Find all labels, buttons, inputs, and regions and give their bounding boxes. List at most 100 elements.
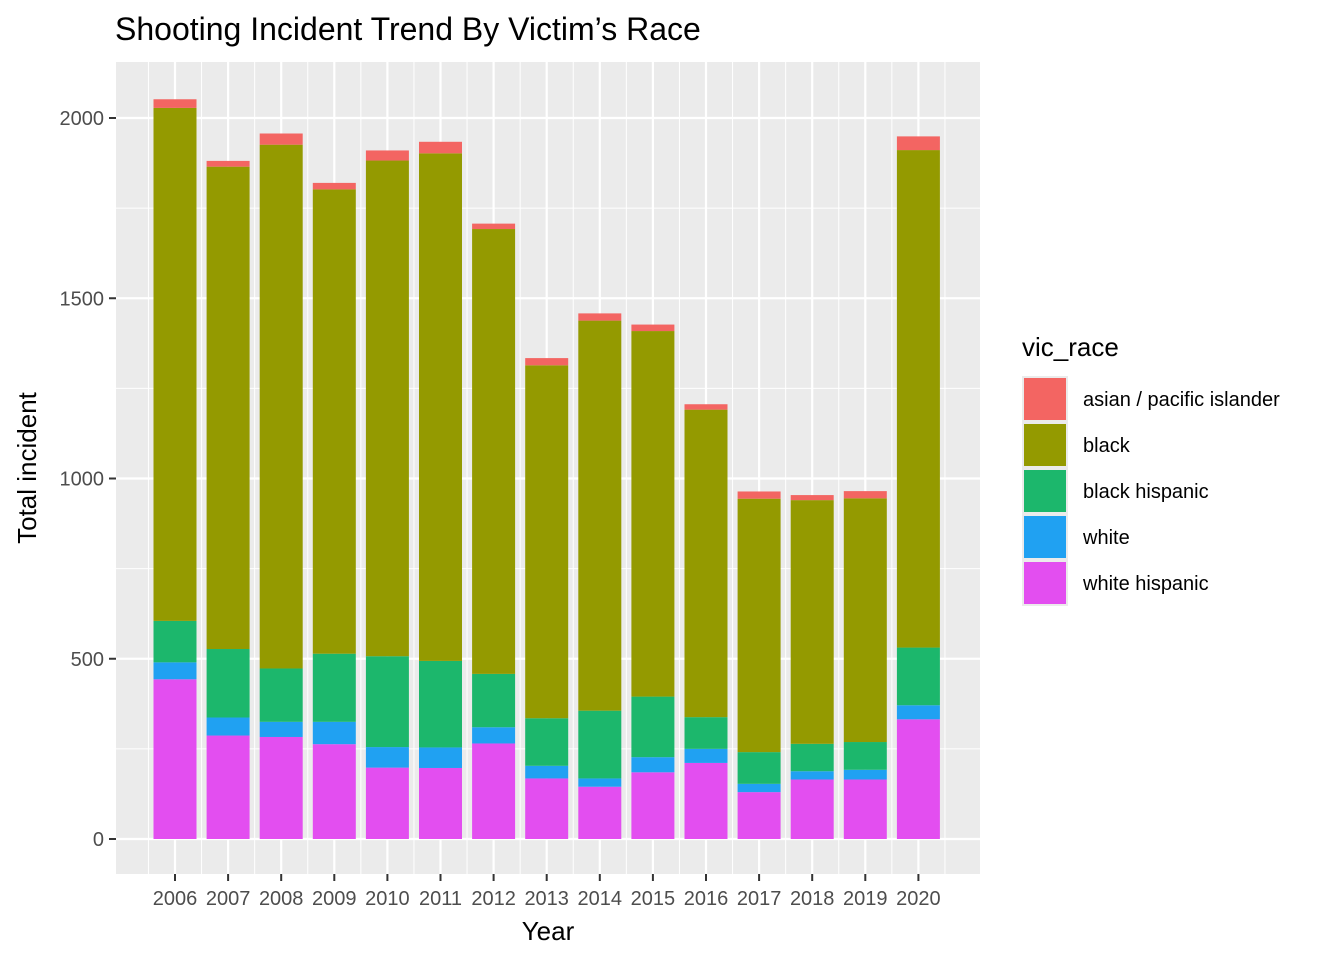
legend-swatch <box>1024 516 1066 558</box>
legend-label: black <box>1083 435 1131 457</box>
bar-segment-2012-white-hispanic <box>472 743 516 839</box>
bar-segment-2017-white-hispanic <box>737 792 781 839</box>
bar-segment-2013-white <box>525 765 569 779</box>
bar-segment-2016-asian-pacific-islander <box>684 404 728 410</box>
bar-segment-2006-black <box>153 107 197 621</box>
legend-label: black hispanic <box>1083 481 1209 503</box>
bar-segment-2015-white <box>631 757 675 773</box>
bar-segment-2011-black <box>419 153 462 661</box>
y-tick-label: 500 <box>71 649 104 671</box>
bar-segment-2009-black <box>312 189 356 654</box>
x-tick-label: 2014 <box>578 888 623 910</box>
bar-segment-2007-asian-pacific-islander <box>206 160 250 167</box>
bar-segment-2011-white <box>419 747 462 768</box>
bar-segment-2007-black <box>206 166 250 650</box>
y-tick-label: 1000 <box>60 469 105 491</box>
bar-segment-2019-black <box>843 498 887 743</box>
bar-segment-2008-asian-pacific-islander <box>259 133 303 145</box>
bar-segment-2011-asian-pacific-islander <box>419 141 462 154</box>
bar-segment-2014-white-hispanic <box>578 786 622 839</box>
bar-segment-2017-asian-pacific-islander <box>737 491 781 499</box>
bar-segment-2014-black-hispanic <box>578 710 622 779</box>
bar-segment-2007-white-hispanic <box>206 735 250 839</box>
bar-segment-2015-black <box>631 331 675 697</box>
legend-items: asian / pacific islander black black hispa… <box>1022 376 1280 606</box>
bar-segment-2020-white-hispanic <box>896 719 940 839</box>
x-tick-label: 2011 <box>419 888 462 910</box>
bar-segment-2012-black-hispanic <box>472 673 516 728</box>
x-tick-label: 2007 <box>206 888 251 910</box>
bar-segment-2012-asian-pacific-islander <box>472 223 516 230</box>
x-tick-label: 2016 <box>684 888 729 910</box>
bar-segment-2016-black-hispanic <box>684 717 728 749</box>
bar-segment-2011-black-hispanic <box>419 660 462 748</box>
bar-segment-2018-black-hispanic <box>790 743 834 772</box>
bar-segment-2007-white <box>206 717 250 736</box>
x-tick-label: 2006 <box>153 888 198 910</box>
y-axis-title: Total incident <box>12 391 42 544</box>
bars <box>153 99 940 839</box>
bar-segment-2008-white <box>259 721 303 737</box>
bar-segment-2007-black-hispanic <box>206 649 250 718</box>
bar-segment-2014-black <box>578 320 622 711</box>
bar-segment-2015-white-hispanic <box>631 772 675 839</box>
y-tick-label: 0 <box>93 829 104 851</box>
y-axis: 0 500 1000 1500 2000 <box>60 108 116 851</box>
bar-segment-2019-asian-pacific-islander <box>843 491 887 499</box>
x-tick-label: 2008 <box>259 888 304 910</box>
bar-segment-2019-black-hispanic <box>843 742 887 770</box>
x-tick-label: 2018 <box>790 888 835 910</box>
x-axis: 2006 2007 2008 2009 2010 2011 2012 2013 2014 2015… <box>153 874 941 910</box>
bar-segment-2011-white-hispanic <box>419 767 462 839</box>
bar-segment-2006-white <box>153 662 197 680</box>
x-axis-title: Year <box>522 916 575 946</box>
bar-segment-2016-white-hispanic <box>684 762 728 839</box>
bar-segment-2020-black <box>896 150 940 648</box>
bar-segment-2020-white <box>896 705 940 720</box>
bar-segment-2012-white <box>472 727 516 744</box>
bar-segment-2009-white-hispanic <box>312 744 356 839</box>
bar-segment-2008-white-hispanic <box>259 736 303 839</box>
y-tick-label: 2000 <box>60 108 105 130</box>
legend-swatch <box>1024 470 1066 512</box>
bar-segment-2013-black-hispanic <box>525 718 569 766</box>
legend: vic_race asian / pacific islander black bl… <box>1022 332 1280 606</box>
bar-segment-2018-white <box>790 771 834 780</box>
bar-segment-2020-asian-pacific-islander <box>896 136 940 151</box>
legend-swatch <box>1024 424 1066 466</box>
x-tick-label: 2015 <box>631 888 676 910</box>
bar-segment-2010-white-hispanic <box>365 767 409 839</box>
bar-segment-2017-black-hispanic <box>737 752 781 784</box>
legend-swatch <box>1024 378 1066 420</box>
x-tick-label: 2012 <box>471 888 516 910</box>
legend-title: vic_race <box>1022 332 1119 362</box>
bar-segment-2018-black <box>790 500 834 744</box>
bar-segment-2016-black <box>684 409 728 718</box>
y-tick-label: 1500 <box>60 288 105 310</box>
bar-segment-2013-asian-pacific-islander <box>525 358 569 366</box>
bar-segment-2013-black <box>525 365 569 719</box>
chart-title: Shooting Incident Trend By Victim’s Race <box>115 11 701 47</box>
bar-segment-2015-asian-pacific-islander <box>631 324 675 332</box>
bar-segment-2010-white <box>365 747 409 768</box>
legend-label: white <box>1082 527 1130 549</box>
bar-segment-2009-white <box>312 721 356 745</box>
bar-segment-2006-white-hispanic <box>153 679 197 839</box>
bar-segment-2016-white <box>684 748 728 763</box>
bar-segment-2017-black <box>737 498 781 753</box>
bar-segment-2009-asian-pacific-islander <box>312 182 356 190</box>
x-tick-label: 2020 <box>896 888 941 910</box>
bar-segment-2009-black-hispanic <box>312 653 356 722</box>
x-tick-label: 2019 <box>843 888 888 910</box>
bar-segment-2010-black-hispanic <box>365 656 409 748</box>
legend-label: white hispanic <box>1082 573 1209 595</box>
bar-segment-2018-asian-pacific-islander <box>790 495 834 501</box>
bar-segment-2014-asian-pacific-islander <box>578 313 622 321</box>
bar-segment-2010-black <box>365 160 409 657</box>
bar-segment-2019-white-hispanic <box>843 779 887 839</box>
bar-segment-2006-black-hispanic <box>153 620 197 663</box>
bar-segment-2018-white-hispanic <box>790 779 834 839</box>
bar-segment-2010-asian-pacific-islander <box>365 150 409 161</box>
